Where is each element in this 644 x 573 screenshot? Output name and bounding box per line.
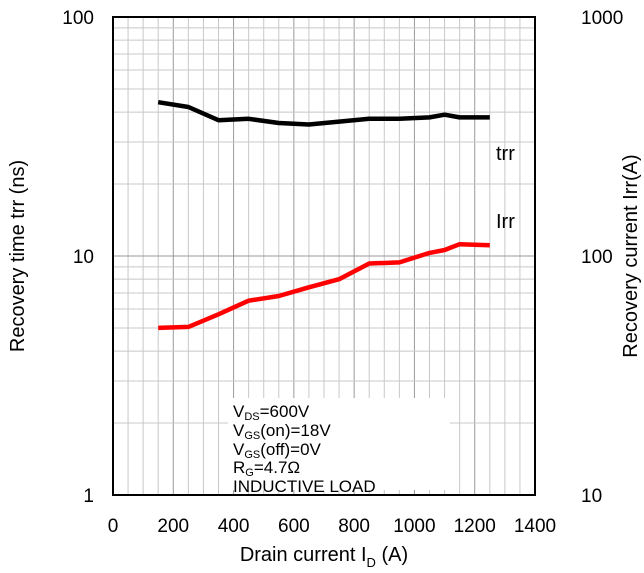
condition-line: RG=4.7Ω bbox=[233, 458, 450, 480]
y-left-tick-labels: 1 10 100 bbox=[62, 8, 94, 507]
condition-line: VDS=600V bbox=[233, 402, 450, 423]
condition-line: VGS(on)=18V bbox=[233, 420, 450, 442]
series-label-trr: trr bbox=[496, 143, 515, 165]
condition-symbol: V bbox=[233, 439, 245, 459]
series-line-irr bbox=[158, 241, 490, 331]
series-label-irr: Irr bbox=[496, 211, 515, 233]
condition-subscript: DS bbox=[244, 411, 260, 423]
x-tick-label: 0 bbox=[108, 516, 119, 537]
x-axis-title-main: Drain current I bbox=[240, 544, 367, 566]
y-right-tick-label: 10 bbox=[581, 486, 602, 507]
series-line-trr bbox=[157, 99, 490, 127]
x-tick-labels: 0 200 400 600 800 1000 1200 1400 bbox=[108, 516, 556, 537]
x-tick-label: 1000 bbox=[393, 516, 435, 537]
y-left-axis-title: Recovery time trr (ns) bbox=[7, 160, 29, 352]
y-right-tick-labels: 10 100 1000 bbox=[581, 8, 623, 507]
condition-subscript: G bbox=[245, 467, 254, 480]
y-right-axis-title: Recovery current Irr(A) bbox=[620, 154, 642, 357]
x-axis-title-sub: D bbox=[367, 555, 376, 570]
condition-symbol: V bbox=[233, 420, 245, 440]
y-right-tick-label: 1000 bbox=[581, 8, 623, 29]
x-tick-label: 600 bbox=[278, 516, 310, 537]
x-tick-label: 1400 bbox=[514, 516, 556, 537]
condition-line: VGS(off)=0V bbox=[233, 439, 450, 461]
y-left-tick-label: 100 bbox=[62, 8, 94, 29]
condition-line: INDUCTIVE LOAD bbox=[233, 477, 450, 497]
series-lines bbox=[157, 99, 490, 331]
condition-value: (off)=0V bbox=[260, 439, 321, 459]
condition-subscript: GS bbox=[244, 448, 261, 461]
y-left-tick-label: 1 bbox=[83, 486, 94, 507]
test-conditions-box: VDS=600V VGS(on)=18V VGS(off)=0V RG=4.7Ω IND… bbox=[228, 398, 450, 496]
condition-symbol: R bbox=[233, 458, 246, 478]
condition-subscript: GS bbox=[244, 429, 261, 442]
condition-value: =600V bbox=[259, 402, 310, 421]
condition-symbol: INDUCTIVE LOAD bbox=[233, 477, 376, 497]
condition-symbol: V bbox=[233, 402, 245, 421]
condition-value: (on)=18V bbox=[260, 420, 331, 440]
x-tick-label: 400 bbox=[218, 516, 250, 537]
x-tick-label: 1200 bbox=[454, 516, 496, 537]
y-right-tick-label: 100 bbox=[581, 247, 613, 268]
x-axis-title-unit: (A) bbox=[376, 544, 408, 566]
plot-frame bbox=[112, 16, 536, 496]
x-tick-label: 200 bbox=[157, 516, 189, 537]
x-axis-title: Drain current ID (A) bbox=[240, 544, 408, 570]
x-tick-label: 800 bbox=[338, 516, 370, 537]
condition-value: =4.7Ω bbox=[253, 458, 301, 478]
y-left-tick-label: 10 bbox=[73, 247, 94, 268]
